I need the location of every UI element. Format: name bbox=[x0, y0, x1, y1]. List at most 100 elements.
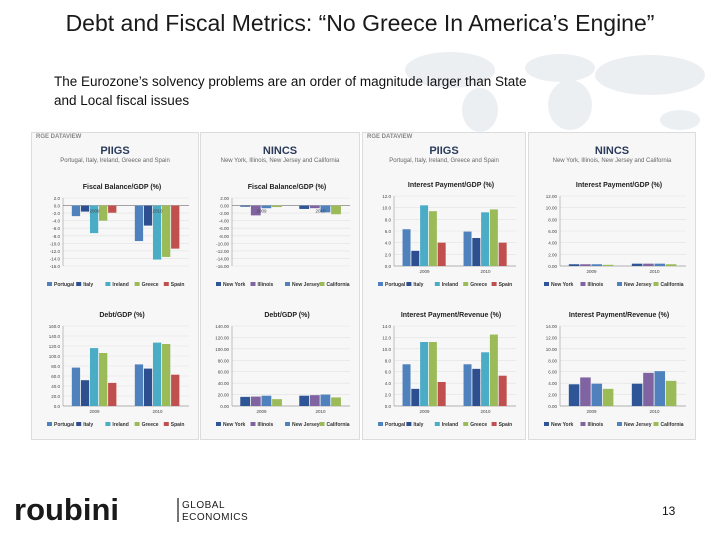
legend-label: Italy bbox=[413, 282, 423, 288]
legend-swatch bbox=[76, 422, 82, 426]
panel-title: NINCS bbox=[262, 145, 298, 157]
bar-portugal bbox=[71, 367, 81, 406]
y-tick-label: -14.00 bbox=[216, 256, 229, 261]
y-tick-label: -2.0 bbox=[52, 211, 60, 216]
legend-swatch bbox=[653, 422, 659, 426]
legend-label: Spain bbox=[171, 282, 185, 288]
y-tick-label: 8.0 bbox=[385, 358, 392, 363]
y-tick-label: -6.0 bbox=[52, 226, 60, 231]
y-tick-label: 0.0 bbox=[54, 204, 61, 209]
legend-swatch bbox=[250, 282, 256, 286]
y-tick-label: 10.0 bbox=[382, 206, 391, 211]
legend-swatch bbox=[463, 282, 469, 286]
chart-nincs-debt-gdp: Debt/GDP (%) 140.00 120.00 100.00 80.00 60.00… bbox=[215, 312, 350, 428]
x-tick-label: 2010 bbox=[649, 269, 660, 274]
legend-label: California bbox=[661, 282, 684, 288]
x-tick-label: 2009 bbox=[419, 409, 430, 414]
legend-label: Illinois bbox=[588, 282, 604, 288]
y-tick-label: 80.00 bbox=[218, 358, 230, 363]
y-tick-label: 12.0 bbox=[382, 335, 391, 340]
y-tick-label: 60.0 bbox=[51, 374, 60, 379]
legend-swatch bbox=[285, 282, 290, 286]
bar-portugal bbox=[402, 364, 411, 406]
y-tick-label: 120.00 bbox=[215, 335, 229, 340]
legend-label: New York bbox=[551, 282, 574, 288]
bar-spain bbox=[498, 375, 507, 406]
bar-greece bbox=[489, 334, 498, 406]
bar-illinois bbox=[580, 264, 591, 266]
bar-spain bbox=[437, 242, 446, 266]
y-tick-label: 40.00 bbox=[218, 381, 230, 386]
chart-piigs-interest-revenue: Interest Payment/Revenue (%) 14.0 12.0 10.0… bbox=[378, 312, 516, 428]
x-tick-label: 2009 bbox=[256, 209, 267, 214]
bar-spain bbox=[108, 382, 117, 406]
bar-italy bbox=[411, 388, 420, 406]
bar-ireland bbox=[420, 205, 429, 266]
logo-tag-economics: ECONOMICS bbox=[182, 512, 248, 523]
bar-greece bbox=[162, 344, 171, 406]
bar-california bbox=[665, 380, 677, 406]
legend-label: Portugal bbox=[385, 422, 406, 428]
y-tick-label: 6.00 bbox=[548, 229, 557, 234]
x-tick-label: 2009 bbox=[586, 409, 597, 414]
bar-new-jersey bbox=[654, 371, 666, 406]
bar-ireland bbox=[481, 352, 490, 406]
y-tick-label: 2.00 bbox=[220, 196, 229, 201]
brand-label: RGE DATAVIEW bbox=[367, 134, 413, 140]
legend-label: New Jersey bbox=[292, 282, 320, 288]
y-tick-label: 0.00 bbox=[548, 264, 557, 269]
bar-portugal bbox=[71, 205, 81, 217]
y-tick-label: 2.00 bbox=[548, 252, 557, 257]
bar-new-york bbox=[631, 383, 643, 406]
legend-swatch bbox=[134, 422, 140, 426]
bar-illinois bbox=[250, 396, 261, 406]
legend-label: Illinois bbox=[258, 422, 274, 428]
legend-label: Ireland bbox=[112, 282, 128, 288]
y-tick-label: -8.0 bbox=[52, 234, 60, 239]
y-tick-label: 20.0 bbox=[51, 394, 60, 399]
bar-california bbox=[331, 397, 341, 406]
y-tick-label: -16.0 bbox=[50, 264, 61, 269]
x-tick-label: 2009 bbox=[89, 409, 100, 414]
bar-ireland bbox=[152, 342, 162, 406]
y-tick-label: 2.0 bbox=[54, 196, 61, 201]
bar-ireland bbox=[152, 205, 162, 260]
x-tick-label: 2010 bbox=[315, 409, 326, 414]
legend-swatch bbox=[250, 422, 256, 426]
chart-nincs-interest-revenue: Interest Payment/Revenue (%) 14.00 12.00 10… bbox=[544, 312, 686, 428]
bar-new-york bbox=[631, 263, 643, 266]
legend-swatch bbox=[544, 282, 549, 286]
bar-italy bbox=[143, 368, 153, 406]
y-tick-label: 0.0 bbox=[54, 404, 61, 409]
x-tick-label: 2009 bbox=[419, 269, 430, 274]
slide-title: Debt and Fiscal Metrics: “No Greece In A… bbox=[65, 10, 655, 36]
chart-piigs-debt-gdp: Debt/GDP (%) 160.0 140.0 120.0 100.0 80.0 60.0… bbox=[47, 312, 189, 428]
bar-illinois bbox=[309, 395, 320, 406]
y-tick-label: 12.00 bbox=[546, 335, 558, 340]
chart-title: Debt/GDP (%) bbox=[264, 312, 309, 319]
y-tick-label: 120.0 bbox=[49, 344, 61, 349]
chart-piigs-interest-gdp: Interest Payment/GDP (%) 12.0 10.0 8.0 6.0 4.… bbox=[378, 182, 516, 288]
legend-label: Italy bbox=[83, 282, 93, 288]
legend-swatch bbox=[163, 282, 169, 286]
bar-spain bbox=[108, 205, 117, 213]
x-tick-label: 2010 bbox=[480, 409, 491, 414]
y-tick-label: -12.0 bbox=[50, 249, 61, 254]
legend-label: New York bbox=[223, 282, 246, 288]
legend-label: Ireland bbox=[442, 422, 458, 428]
legend-swatch bbox=[378, 282, 383, 286]
y-tick-label: -4.00 bbox=[219, 219, 230, 224]
legend-label: Spain bbox=[499, 282, 513, 288]
legend-swatch bbox=[105, 422, 111, 426]
panel-subtitle: New York, Illinois, New Jersey and Calif… bbox=[552, 158, 672, 164]
bar-greece bbox=[162, 205, 171, 257]
y-tick-label: 100.00 bbox=[215, 347, 229, 352]
bar-greece bbox=[428, 342, 437, 406]
bar-california bbox=[272, 205, 282, 208]
panel-subtitle: New York, Illinois, New Jersey and Calif… bbox=[220, 158, 340, 164]
chart-title: Debt/GDP (%) bbox=[99, 312, 144, 319]
legend-label: Portugal bbox=[54, 422, 75, 428]
y-tick-label: -10.00 bbox=[216, 241, 229, 246]
panel-subtitle: Portugal, Italy, Ireland, Greece and Spa… bbox=[60, 158, 170, 164]
y-tick-label: -14.0 bbox=[50, 256, 61, 261]
